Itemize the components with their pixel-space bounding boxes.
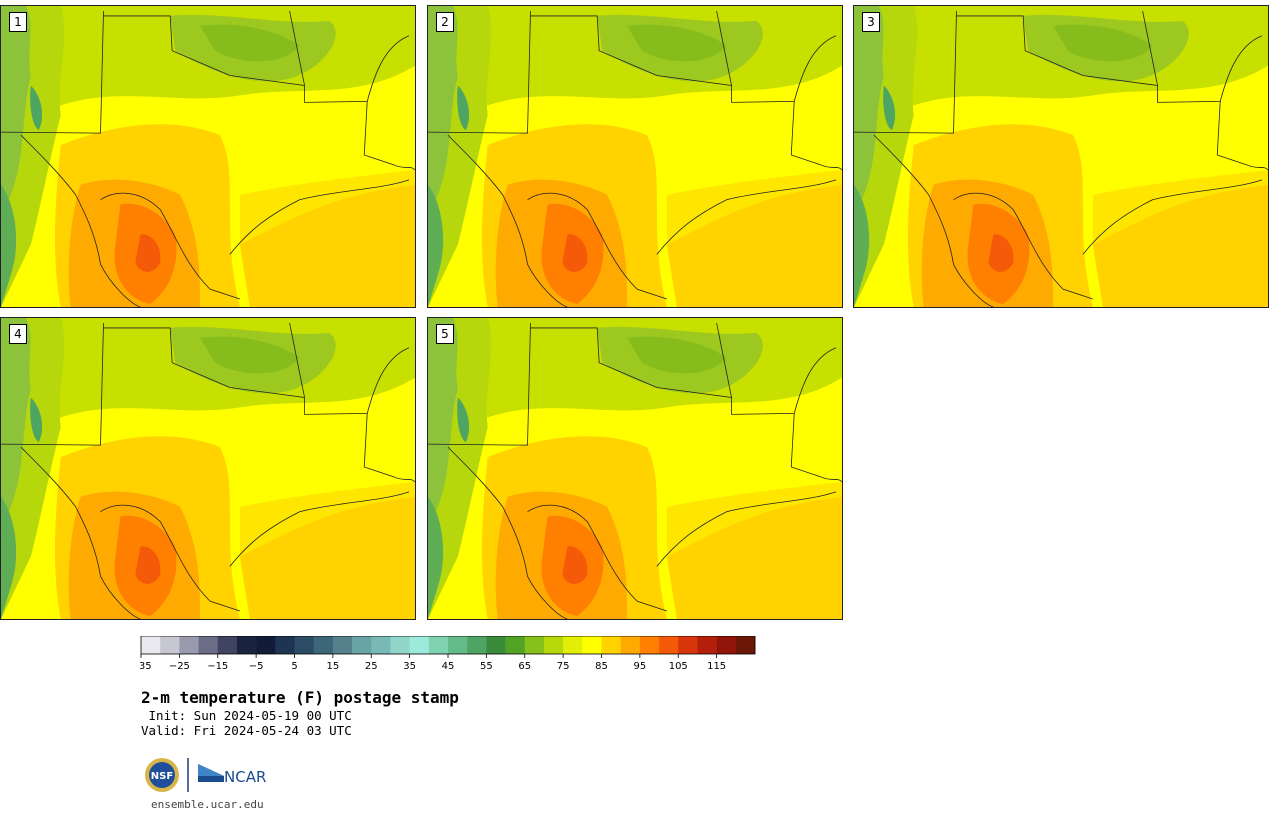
- colorbar-swatch: [697, 636, 717, 654]
- colorbar-tick-label: 45: [442, 661, 455, 672]
- colorbar-tick-label: 25: [365, 661, 378, 672]
- colorbar-swatch: [371, 636, 391, 654]
- valid-time: Valid: Fri 2024-05-24 03 UTC: [141, 723, 352, 738]
- colorbar-swatch: [390, 636, 410, 654]
- colorbar-swatch: [275, 636, 295, 654]
- colorbar-swatch: [256, 636, 276, 654]
- colorbar-tick-label: 85: [595, 661, 608, 672]
- map-panel-1: 1: [0, 5, 416, 308]
- colorbar-tick-label: 95: [634, 661, 647, 672]
- colorbar-tick-label: 65: [518, 661, 531, 672]
- colorbar-swatch: [236, 636, 257, 654]
- ncar-logo: NCAR: [198, 764, 266, 786]
- colorbar-swatch: [735, 636, 756, 654]
- colorbar-swatch: [428, 636, 449, 654]
- colorbar-swatch: [639, 636, 660, 654]
- colorbar-swatch: [659, 636, 679, 654]
- init-time: Init: Sun 2024-05-19 00 UTC: [141, 708, 352, 723]
- colorbar-swatch: [505, 636, 526, 654]
- panel-label-2: 2: [436, 12, 454, 32]
- colorbar-swatch: [352, 636, 372, 654]
- colorbar-swatch: [524, 636, 545, 654]
- colorbar-tick-label: −25: [169, 661, 190, 672]
- colorbar-swatch: [409, 636, 430, 654]
- colorbar-tick-label: 75: [557, 661, 570, 672]
- colorbar-tick-label: 5: [291, 661, 297, 672]
- colorbar-swatch: [217, 636, 238, 654]
- colorbar-tick-label: 55: [480, 661, 493, 672]
- colorbar-swatch: [486, 636, 506, 654]
- panel-label-3: 3: [862, 12, 880, 32]
- sponsor-logos: NSF NCAR: [145, 758, 266, 792]
- nsf-logo: NSF: [145, 758, 179, 792]
- colorbar-swatch: [448, 636, 468, 654]
- panel-label-4: 4: [9, 324, 27, 344]
- colorbar-tick-label: −15: [207, 661, 228, 672]
- colorbar-swatch: [601, 636, 621, 654]
- colorbar-swatch: [160, 636, 180, 654]
- panel-label-5: 5: [436, 324, 454, 344]
- svg-text:NSF: NSF: [151, 771, 173, 782]
- temperature-map-1: [1, 6, 415, 307]
- map-panel-3: 3: [853, 5, 1269, 308]
- colorbar-swatch: [467, 636, 487, 654]
- temperature-map-3: [854, 6, 1268, 307]
- title-block: 2-m temperature (F) postage stamp Init: …: [141, 688, 459, 738]
- svg-text:NCAR: NCAR: [224, 768, 266, 786]
- colorbar-tick-label: −35: [140, 661, 152, 672]
- colorbar-swatch: [179, 636, 199, 654]
- colorbar-tick-label: 35: [403, 661, 416, 672]
- site-url: ensemble.ucar.edu: [151, 798, 264, 811]
- colorbar-tick-label: 105: [669, 661, 688, 672]
- colorbar-swatch: [582, 636, 602, 654]
- map-panel-4: 4: [0, 317, 416, 620]
- colorbar-swatch: [563, 636, 583, 654]
- panel-label-1: 1: [9, 12, 27, 32]
- colorbar-swatch: [313, 636, 334, 654]
- colorbar: −35 −25 −15 −5 5 15 25 35 45 55 65 75 85 95 105 115: [140, 636, 756, 672]
- colorbar-tick-label: 15: [327, 661, 340, 672]
- colorbar-swatch: [294, 636, 314, 654]
- colorbar-tick-label: 115: [707, 661, 726, 672]
- map-panel-2: 2: [427, 5, 843, 308]
- colorbar-swatch: [716, 636, 737, 654]
- temperature-map-5: [428, 318, 842, 619]
- colorbar-swatch: [620, 636, 641, 654]
- colorbar-swatch: [678, 636, 698, 654]
- colorbar-swatch: [543, 636, 564, 654]
- colorbar-tick-label: −5: [249, 661, 264, 672]
- colorbar-swatch: [141, 636, 161, 654]
- map-panel-5: 5: [427, 317, 843, 620]
- temperature-map-2: [428, 6, 842, 307]
- colorbar-swatch: [198, 636, 219, 654]
- colorbar-swatch: [332, 636, 353, 654]
- temperature-map-4: [1, 318, 415, 619]
- plot-title: 2-m temperature (F) postage stamp: [141, 688, 459, 707]
